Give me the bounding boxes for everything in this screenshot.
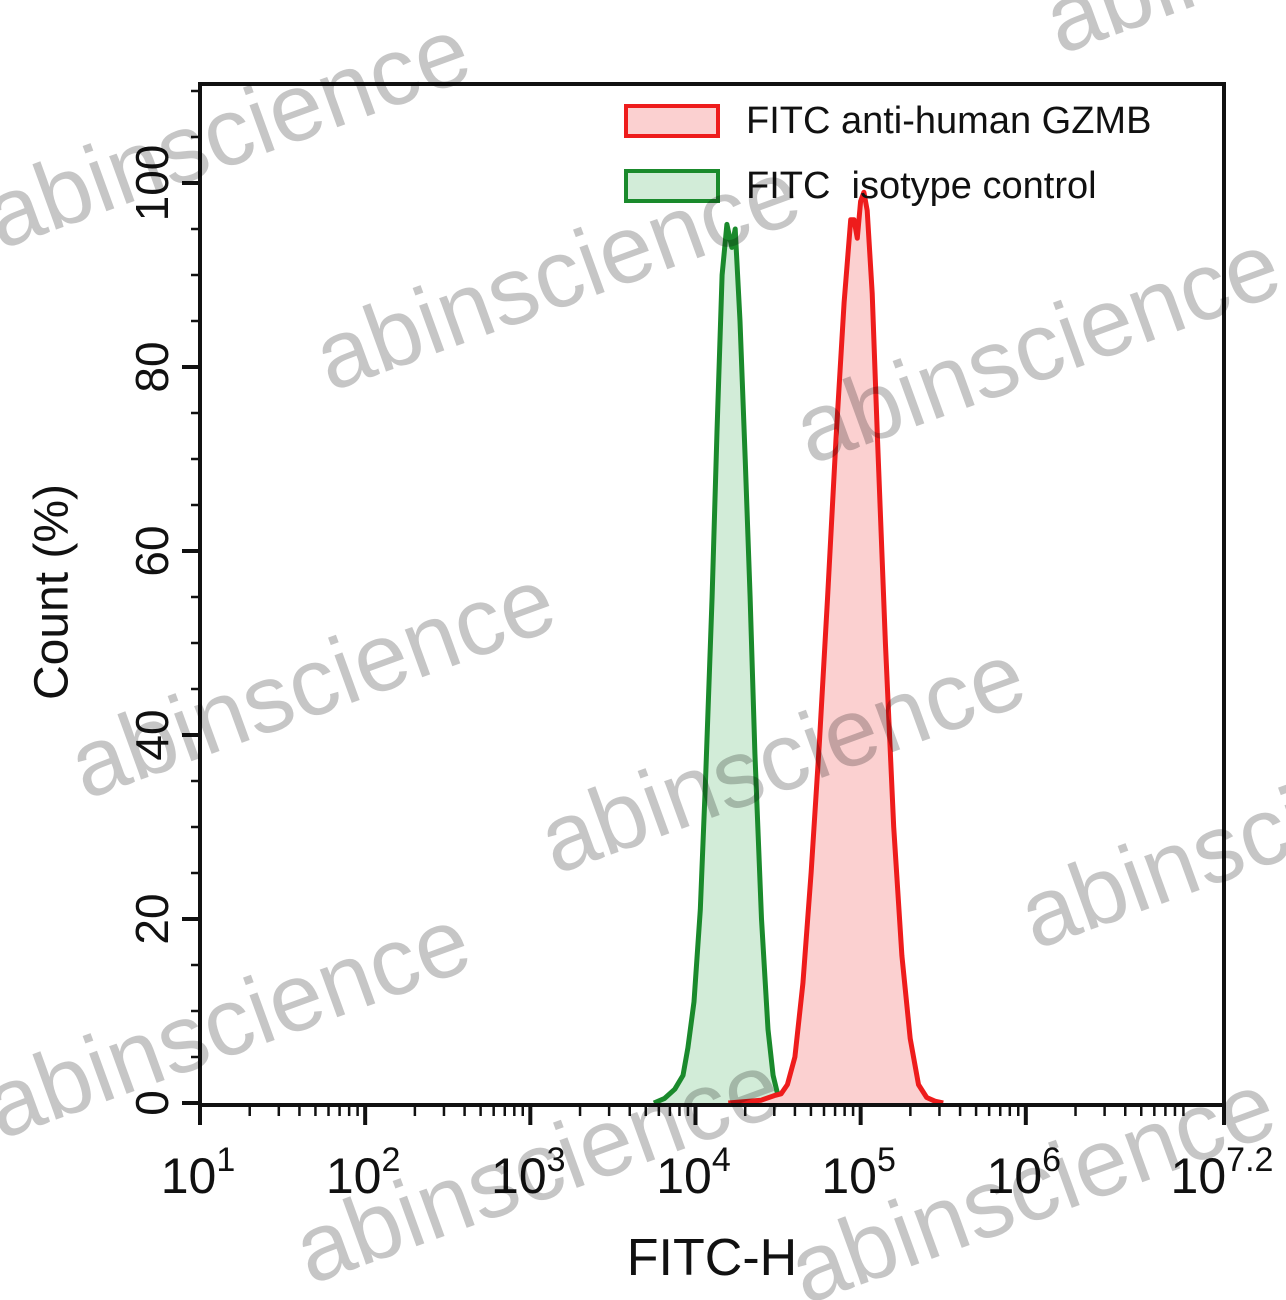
y-axis-title: Count (%) (26, 484, 79, 700)
y-tick-label: 20 (126, 893, 178, 944)
series-area-1 (653, 224, 784, 1103)
legend-label-1: FITC isotype control (746, 165, 1097, 207)
watermark-text: abinscience (0, 0, 484, 270)
x-tick-label: 103 (491, 1141, 566, 1204)
series-area-0 (728, 192, 944, 1103)
y-tick-label: 60 (126, 525, 178, 576)
y-tick-label: 100 (126, 145, 178, 222)
watermark-text: abinscience (1006, 696, 1286, 970)
watermark-text: abinscience (56, 546, 569, 820)
series-line-0 (728, 189, 944, 1106)
x-tick-label: 101 (161, 1141, 236, 1204)
watermark-text: abinscience (1031, 0, 1286, 75)
legend: FITC anti-human GZMB FITC isotype control (624, 100, 1151, 207)
x-tick-label: 105 (821, 1141, 896, 1204)
x-tick-label: 102 (326, 1141, 401, 1204)
legend-swatch-1 (624, 169, 720, 203)
y-tick-label: 80 (126, 341, 178, 392)
x-tick-label: 106 (987, 1141, 1062, 1204)
x-tick-label: 107.2 (1171, 1141, 1274, 1204)
watermark-text: abinscience (0, 886, 484, 1160)
legend-swatch-0 (624, 104, 720, 138)
series-line-1 (652, 221, 786, 1106)
x-tick-label: 104 (656, 1141, 731, 1204)
y-tick-label: 40 (126, 709, 178, 760)
y-tick-label: 0 (126, 1090, 178, 1116)
plot-frame (198, 82, 1226, 1107)
watermark-text: abinscience (526, 621, 1039, 895)
x-axis-title: FITC-H (627, 1229, 797, 1287)
axes: 0 20 40 60 80 100 101 102 103 104 105 106 107.2 FITC-… (26, 82, 1274, 1287)
legend-label-0: FITC anti-human GZMB (746, 100, 1151, 142)
plot-area (652, 189, 944, 1106)
